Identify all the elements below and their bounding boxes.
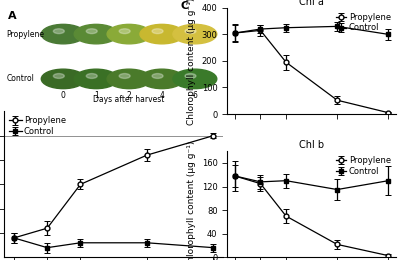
Circle shape xyxy=(41,69,85,89)
Circle shape xyxy=(152,29,163,34)
Circle shape xyxy=(119,74,130,79)
Circle shape xyxy=(53,74,64,79)
Text: 6: 6 xyxy=(192,91,197,100)
Y-axis label: Chlorophyll content (μg g⁻¹): Chlorophyll content (μg g⁻¹) xyxy=(187,0,196,125)
Circle shape xyxy=(107,69,151,89)
Circle shape xyxy=(140,69,184,89)
Legend: Propylene, Control: Propylene, Control xyxy=(336,12,392,33)
Circle shape xyxy=(140,24,184,44)
Circle shape xyxy=(86,74,97,79)
Circle shape xyxy=(53,29,64,34)
Circle shape xyxy=(41,24,85,44)
Text: 0: 0 xyxy=(61,91,66,100)
Circle shape xyxy=(152,74,163,79)
Text: C: C xyxy=(180,1,188,11)
Text: A: A xyxy=(8,11,17,21)
Text: 2: 2 xyxy=(127,91,132,100)
Circle shape xyxy=(107,24,151,44)
Circle shape xyxy=(185,29,196,34)
Text: Propylene: Propylene xyxy=(6,30,44,38)
Circle shape xyxy=(173,24,217,44)
Circle shape xyxy=(173,69,217,89)
Text: 4: 4 xyxy=(160,91,164,100)
Text: 1: 1 xyxy=(94,91,98,100)
Legend: Propylene, Control: Propylene, Control xyxy=(8,115,67,137)
Title: Chl b: Chl b xyxy=(299,140,324,150)
Circle shape xyxy=(74,69,118,89)
Circle shape xyxy=(74,24,118,44)
Legend: Propylene, Control: Propylene, Control xyxy=(336,155,392,177)
Circle shape xyxy=(185,74,196,79)
Title: Chl a: Chl a xyxy=(299,0,324,7)
Circle shape xyxy=(86,29,97,34)
Text: Days after harvest: Days after harvest xyxy=(93,95,165,104)
Y-axis label: Chlorophyll content (μg g⁻¹): Chlorophyll content (μg g⁻¹) xyxy=(187,141,196,260)
Text: Control: Control xyxy=(6,74,34,83)
Circle shape xyxy=(119,29,130,34)
